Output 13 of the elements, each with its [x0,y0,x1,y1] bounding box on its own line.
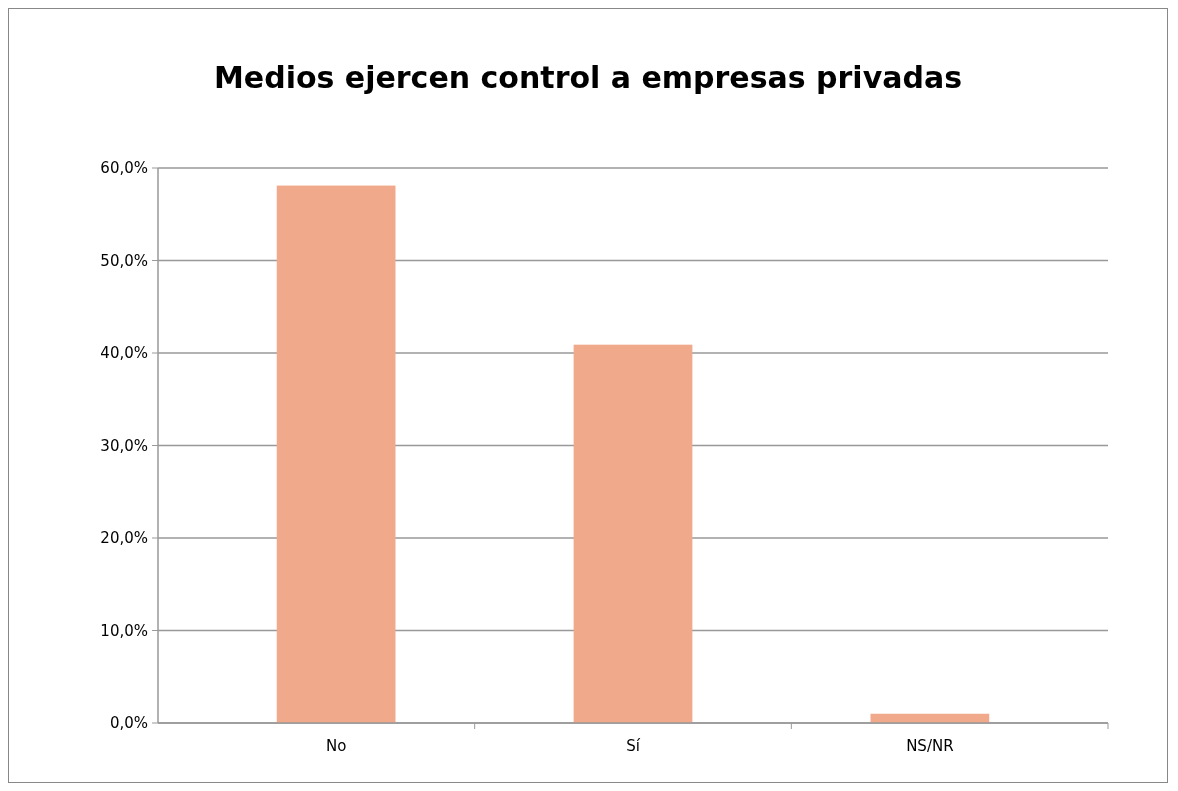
chart-title: Medios ejercen control a empresas privadas [213,60,963,95]
y-tick-label: 0,0% [109,714,148,733]
y-tick-label: 50,0% [100,251,148,270]
x-tick-label: NS/NR [906,737,954,755]
y-tick-label: 10,0% [100,621,148,640]
x-tick-label: Sí [626,737,641,755]
y-tick-label: 60,0% [100,159,148,178]
y-tick-label: 20,0% [100,529,148,548]
y-tick-label: 30,0% [100,436,148,455]
x-tick-label: No [325,737,347,755]
bar [573,344,693,723]
y-tick-label: 40,0% [100,344,148,363]
bar [276,185,396,723]
